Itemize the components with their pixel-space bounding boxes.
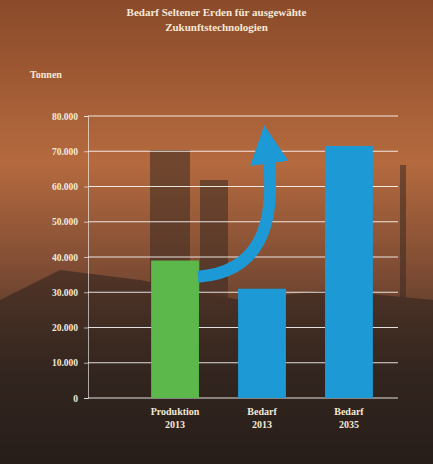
- y-tick-mark: [84, 187, 88, 188]
- y-tick: 70.000: [52, 147, 88, 157]
- x-tick-label: Bedarf 2013: [247, 406, 277, 430]
- x-tick-label-line: 2035: [339, 419, 359, 430]
- silhouette-tower: [200, 180, 228, 310]
- x-tick: Bedarf 2013: [247, 398, 277, 430]
- y-axis: 0 10.000 20.000 30.000 40.000 50.000 60.000 70.…: [52, 112, 89, 404]
- y-tick: 10.000: [52, 358, 88, 368]
- bar: [325, 146, 373, 398]
- y-tick-label: 60.000: [52, 182, 78, 192]
- chart-title: Bedarf Seltener Erden für ausgewähte Zuku…: [127, 6, 307, 33]
- x-tick-label-line: Bedarf: [334, 406, 364, 417]
- y-tick: 40.000: [52, 253, 88, 263]
- x-tick: Produktion 2013: [151, 398, 200, 430]
- bar: [238, 289, 286, 398]
- x-tick-label-line: Bedarf: [247, 406, 277, 417]
- title-line: Zukunftstechnologien: [165, 21, 268, 33]
- x-tick: Bedarf 2035: [334, 398, 364, 430]
- y-tick-label: 0: [73, 394, 78, 404]
- grid-line: [88, 116, 398, 117]
- y-tick: 80.000: [52, 112, 88, 122]
- y-tick-mark: [84, 151, 88, 152]
- y-tick-label: 20.000: [52, 323, 78, 333]
- x-tick-label: Bedarf 2035: [334, 406, 364, 430]
- y-tick: 0: [73, 394, 88, 404]
- y-tick-mark: [84, 116, 88, 117]
- x-tick-label-line: 2013: [252, 419, 272, 430]
- y-axis-line: [84, 117, 89, 399]
- y-axis-title: Tonnen: [30, 69, 62, 80]
- background: [0, 0, 433, 464]
- y-tick-label: 40.000: [52, 253, 78, 263]
- x-tick-label-line: 2013: [165, 419, 185, 430]
- x-tick-label-line: Produktion: [151, 406, 200, 417]
- chart-svg: Bedarf Seltener Erden für ausgewähte Zuku…: [0, 0, 433, 464]
- bars: [151, 146, 373, 398]
- y-tick-mark: [84, 257, 88, 258]
- y-tick-mark: [84, 292, 88, 293]
- trend-arrow: [198, 152, 270, 277]
- y-tick-label: 50.000: [52, 217, 78, 227]
- y-tick-label: 80.000: [52, 112, 78, 122]
- y-tick-label: 30.000: [52, 288, 78, 298]
- x-tick-label: Produktion 2013: [151, 406, 200, 430]
- grid: [88, 116, 398, 398]
- y-tick-mark: [84, 222, 88, 223]
- y-tick: 50.000: [52, 217, 88, 227]
- y-tick-mark: [84, 398, 88, 399]
- title-line: Bedarf Seltener Erden für ausgewähte: [127, 6, 307, 18]
- y-tick-label: 10.000: [52, 358, 78, 368]
- x-axis: Produktion 2013 Bedarf 2013 Bedarf 2035: [151, 398, 365, 430]
- bar: [151, 261, 199, 398]
- y-tick: 30.000: [52, 288, 88, 298]
- y-tick: 20.000: [52, 323, 88, 333]
- y-tick-mark: [84, 328, 88, 329]
- y-tick: 60.000: [52, 182, 88, 192]
- y-tick-label: 70.000: [52, 147, 78, 157]
- y-tick-mark: [84, 363, 88, 364]
- silhouette-chimney: [400, 165, 406, 315]
